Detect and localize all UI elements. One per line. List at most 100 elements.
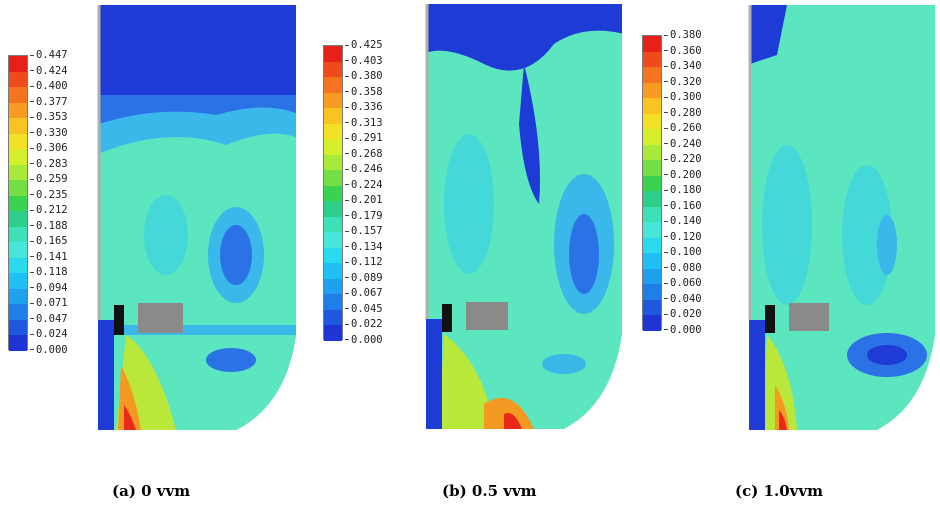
colorbar-swatch — [643, 191, 661, 207]
colorbar-swatch — [9, 71, 27, 87]
colorbar-swatch — [643, 113, 661, 129]
colorbar-swatch — [9, 335, 27, 351]
colorbar-swatch — [324, 294, 342, 310]
colorbar-tick-label: 0.336 — [345, 102, 383, 113]
colorbar-tick-label: 0.000 — [664, 324, 702, 335]
colorbar-tick-label: 0.141 — [30, 251, 68, 262]
colorbar-swatch — [9, 211, 27, 227]
colorbar-swatch — [643, 36, 661, 52]
colorbar-tick-label: 0.380 — [664, 30, 702, 41]
colorbar-swatch — [324, 92, 342, 108]
colorbar-swatch — [324, 46, 342, 62]
colorbar-tick-label: 0.400 — [30, 81, 68, 92]
colorbar-tick-label: 0.360 — [664, 45, 702, 56]
colorbar-tick-label: 0.220 — [664, 154, 702, 165]
colorbar-tick-label: 0.200 — [664, 169, 702, 180]
colorbar-tick-label: 0.179 — [345, 210, 383, 221]
colorbar-b-swatches — [323, 45, 343, 341]
colorbar-tick-label: 0.340 — [664, 61, 702, 72]
colorbar-tick-label: 0.000 — [30, 344, 68, 355]
colorbar-swatch — [643, 299, 661, 315]
colorbar-c-swatches — [642, 35, 662, 331]
colorbar-swatch — [324, 185, 342, 201]
colorbar-swatch — [9, 133, 27, 149]
colorbar-tick-label: 0.380 — [345, 71, 383, 82]
colorbar-tick-label: 0.071 — [30, 298, 68, 309]
colorbar-swatch — [9, 102, 27, 118]
colorbar-tick-label: 0.235 — [30, 189, 68, 200]
colorbar-tick-label: 0.291 — [345, 133, 383, 144]
colorbar-tick-label: 0.424 — [30, 65, 68, 76]
colorbar-swatch — [643, 67, 661, 83]
colorbar-swatch — [643, 315, 661, 331]
colorbar-tick-label: 0.330 — [30, 127, 68, 138]
colorbar-swatch — [643, 237, 661, 253]
colorbar-swatch — [643, 129, 661, 145]
caption-b: (b) 0.5 vvm — [442, 482, 537, 500]
colorbar-swatch — [9, 288, 27, 304]
colorbar-tick-label: 0.260 — [664, 123, 702, 134]
colorbar-swatch — [9, 242, 27, 258]
colorbar-swatch — [9, 164, 27, 180]
colorbar-tick-label: 0.157 — [345, 226, 383, 237]
colorbar-tick-label: 0.118 — [30, 267, 68, 278]
colorbar-swatch — [324, 154, 342, 170]
colorbar-swatch — [643, 175, 661, 191]
colorbar-tick-label: 0.224 — [345, 179, 383, 190]
colorbar-swatch — [643, 222, 661, 238]
colorbar-tick-label: 0.283 — [30, 158, 68, 169]
colorbar-swatch — [9, 56, 27, 72]
colorbar-tick-label: 0.045 — [345, 303, 383, 314]
colorbar-tick-label: 0.246 — [345, 164, 383, 175]
colorbar-swatch — [643, 253, 661, 269]
colorbar-tick-label: 0.094 — [30, 282, 68, 293]
colorbar-swatch — [324, 278, 342, 294]
colorbar-a-swatches — [8, 55, 28, 351]
panel-c: 0.380 0.360 0.340 0.320 0.300 0.280 0.260 0.240… — [640, 0, 940, 500]
colorbar-tick-label: 0.425 — [345, 40, 383, 51]
colorbar-tick-label: 0.024 — [30, 329, 68, 340]
colorbar-swatch — [9, 195, 27, 211]
contour-plot-a — [97, 5, 296, 430]
colorbar-swatch — [9, 118, 27, 134]
colorbar-tick-label: 0.134 — [345, 241, 383, 252]
colorbar-swatch — [643, 82, 661, 98]
colorbar-swatch — [324, 61, 342, 77]
colorbar-tick-label: 0.047 — [30, 313, 68, 324]
colorbar-swatch — [324, 247, 342, 263]
colorbar-tick-label: 0.353 — [30, 112, 68, 123]
colorbar-swatch — [9, 319, 27, 335]
colorbar-swatch — [324, 77, 342, 93]
colorbar-swatch — [9, 226, 27, 242]
colorbar-swatch — [324, 216, 342, 232]
caption-a: (a) 0 vvm — [112, 482, 191, 500]
caption-c: (c) 1.0vvm — [735, 482, 823, 500]
colorbar-tick-label: 0.020 — [664, 309, 702, 320]
colorbar-tick-label: 0.140 — [664, 216, 702, 227]
colorbar-swatch — [643, 98, 661, 114]
colorbar-swatch — [9, 273, 27, 289]
colorbar-swatch — [324, 201, 342, 217]
colorbar-tick-label: 0.403 — [345, 55, 383, 66]
colorbar-tick-label: 0.212 — [30, 205, 68, 216]
colorbar-swatch — [643, 206, 661, 222]
colorbar-tick-label: 0.100 — [664, 247, 702, 258]
colorbar-tick-label: 0.120 — [664, 231, 702, 242]
colorbar-tick-label: 0.201 — [345, 195, 383, 206]
colorbar-swatch — [9, 180, 27, 196]
colorbar-tick-label: 0.259 — [30, 174, 68, 185]
colorbar-tick-label: 0.180 — [664, 185, 702, 196]
colorbar-tick-label: 0.022 — [345, 319, 383, 330]
colorbar-swatch — [324, 123, 342, 139]
colorbar-swatch — [643, 268, 661, 284]
colorbar-tick-label: 0.358 — [345, 86, 383, 97]
colorbar-swatch — [643, 144, 661, 160]
colorbar-tick-label: 0.300 — [664, 92, 702, 103]
panel-b: 0.425 0.403 0.380 0.358 0.336 0.313 0.291 0.268… — [320, 0, 630, 500]
colorbar-swatch — [324, 325, 342, 341]
colorbar-swatch — [643, 51, 661, 67]
colorbar-swatch — [324, 309, 342, 325]
contour-plot-c — [748, 5, 935, 430]
colorbar-tick-label: 0.240 — [664, 138, 702, 149]
